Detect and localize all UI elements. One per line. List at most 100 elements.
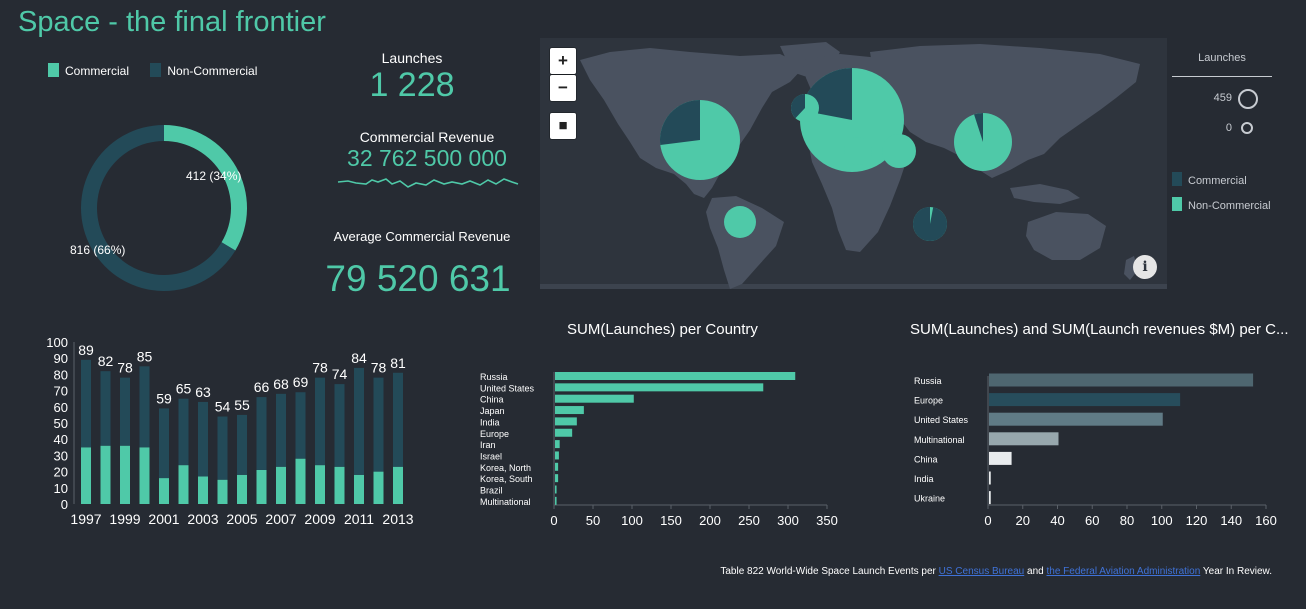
world-map[interactable]: + − ■ i [540, 38, 1167, 289]
size-legend-max-circle [1238, 89, 1258, 109]
country-bar[interactable] [989, 432, 1059, 446]
year-bar-non-commercial[interactable] [217, 416, 228, 480]
map-legend-non-commercial[interactable]: Non-Commercial [1172, 197, 1278, 212]
year-bar-non-commercial[interactable] [373, 377, 384, 472]
selection-tool-button[interactable]: ■ [550, 113, 576, 139]
country-bar[interactable] [989, 451, 1012, 465]
x-tick-label: 50 [586, 513, 600, 528]
country-bar[interactable] [989, 491, 991, 505]
year-bar-non-commercial[interactable] [256, 397, 267, 470]
year-bar-total-label: 74 [332, 366, 348, 382]
map-pie-usa[interactable] [660, 100, 740, 180]
year-bar-non-commercial[interactable] [139, 366, 150, 448]
year-bar-total-label: 65 [176, 381, 192, 397]
country-bar[interactable] [555, 372, 796, 380]
legend-item-commercial[interactable]: Commercial [48, 63, 132, 78]
zoom-in-button[interactable]: + [550, 48, 576, 74]
category-label: Korea, South [480, 474, 533, 484]
map-pie-china[interactable] [954, 113, 1012, 171]
year-bar-commercial[interactable] [198, 476, 208, 504]
year-bar-non-commercial[interactable] [354, 367, 364, 475]
year-bar-non-commercial[interactable] [178, 398, 189, 466]
year-bar-commercial[interactable] [276, 466, 286, 504]
year-bar-non-commercial[interactable] [393, 372, 403, 467]
year-bar-commercial[interactable] [393, 466, 403, 504]
map-pie-iran[interactable] [844, 137, 872, 165]
faa-link[interactable]: the Federal Aviation Administration [1046, 566, 1201, 577]
country-bar[interactable] [989, 373, 1254, 387]
year-bar-non-commercial[interactable] [120, 377, 130, 446]
info-icon[interactable]: i [1133, 255, 1157, 279]
category-label: Multinational [480, 497, 531, 507]
year-bar-non-commercial[interactable] [276, 393, 286, 467]
census-bureau-link[interactable]: US Census Bureau [938, 566, 1025, 577]
map-pie-india[interactable] [882, 134, 916, 168]
year-chart-y-tick: 80 [54, 367, 68, 382]
country-bar[interactable] [555, 485, 557, 494]
donut-slice-commercial[interactable] [164, 125, 247, 251]
year-bar-commercial[interactable] [373, 471, 384, 504]
category-label: Russia [914, 376, 942, 386]
legend-label-commercial: Commercial [65, 64, 130, 78]
year-bar-non-commercial[interactable] [237, 414, 247, 475]
year-chart-x-tick: 2005 [226, 511, 257, 527]
year-bar-non-commercial[interactable] [81, 359, 91, 448]
country-bar[interactable] [555, 462, 559, 471]
year-bar-commercial[interactable] [81, 447, 91, 504]
year-chart-x-tick: 2011 [344, 511, 374, 527]
category-label: India [914, 474, 934, 484]
year-bar-commercial[interactable] [237, 474, 247, 504]
year-bar-non-commercial[interactable] [334, 384, 345, 467]
year-bar-non-commercial[interactable] [100, 371, 111, 446]
country-bar[interactable] [555, 440, 560, 449]
country-bar[interactable] [989, 393, 1181, 407]
country-bar[interactable] [555, 474, 559, 483]
year-bar-non-commercial[interactable] [159, 408, 169, 479]
country-bar[interactable] [555, 383, 764, 392]
country-bar[interactable] [989, 412, 1163, 426]
country-bar[interactable] [555, 496, 557, 505]
legend-item-non-commercial[interactable]: Non-Commercial [150, 63, 257, 78]
year-bar-commercial[interactable] [217, 479, 228, 504]
year-bar-commercial[interactable] [295, 458, 306, 504]
country-bar[interactable] [989, 471, 991, 485]
map-pie-brazil[interactable] [724, 206, 756, 238]
x-tick-label: 200 [699, 513, 721, 528]
country-bar[interactable] [555, 406, 584, 415]
year-bar-commercial[interactable] [139, 447, 150, 504]
year-bar-total-label: 78 [312, 360, 328, 376]
country-bar[interactable] [555, 394, 634, 403]
country-bar[interactable] [555, 417, 577, 426]
map-legend-commercial[interactable]: Commercial [1172, 172, 1247, 187]
year-bar-commercial[interactable] [100, 445, 111, 504]
year-bar-non-commercial[interactable] [315, 377, 325, 466]
x-tick-label: 350 [816, 513, 838, 528]
map-pie-multinational[interactable] [913, 207, 947, 241]
year-bar-total-label: 54 [215, 399, 231, 415]
country-bar[interactable] [555, 428, 573, 437]
category-label: China [480, 395, 504, 405]
map-pie-europe[interactable] [791, 94, 819, 122]
map-pie-india-non-commercial [882, 134, 916, 168]
year-bar-non-commercial[interactable] [198, 401, 208, 477]
year-bar-commercial[interactable] [334, 466, 345, 504]
x-tick-label: 100 [1151, 513, 1173, 528]
year-bar-commercial[interactable] [178, 465, 189, 504]
country-bar[interactable] [555, 451, 559, 460]
category-label: India [480, 417, 500, 427]
category-label: China [914, 454, 938, 464]
year-chart-y-tick: 0 [61, 497, 68, 512]
year-bar-non-commercial[interactable] [295, 392, 306, 459]
year-bar-commercial[interactable] [120, 445, 130, 504]
year-bar-commercial[interactable] [256, 469, 267, 504]
year-chart-y-tick: 100 [46, 336, 68, 350]
year-bar-total-label: 59 [156, 390, 172, 406]
year-bar-commercial[interactable] [315, 465, 325, 504]
land-asia [870, 44, 1140, 178]
year-chart-x-tick: 1999 [109, 511, 140, 527]
zoom-out-button[interactable]: − [550, 75, 576, 101]
year-bar-total-label: 68 [273, 376, 289, 392]
year-chart-y-tick: 90 [54, 351, 68, 366]
year-bar-commercial[interactable] [159, 478, 169, 504]
year-bar-commercial[interactable] [354, 474, 364, 504]
